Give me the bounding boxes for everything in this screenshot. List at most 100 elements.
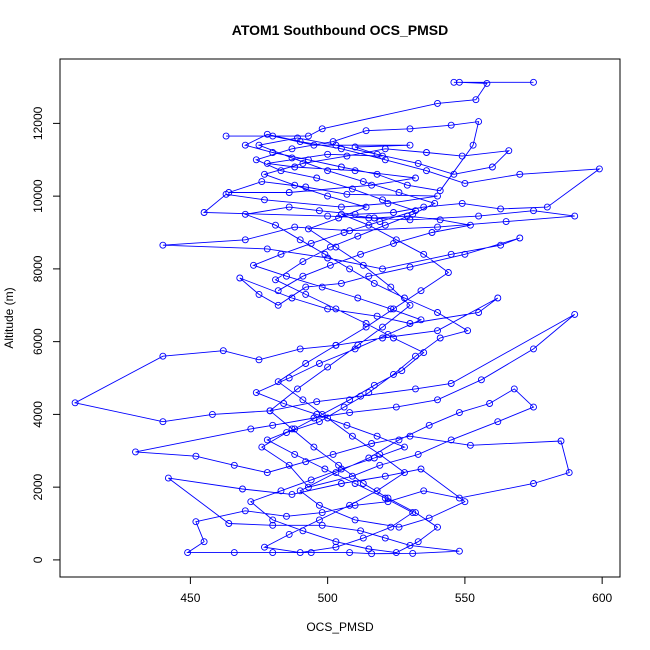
data-point (373, 487, 381, 495)
data-point (362, 323, 370, 331)
data-point (461, 179, 469, 187)
data-point (530, 403, 537, 411)
data-point (329, 450, 337, 458)
data-point (390, 334, 397, 342)
y-tick-label: 2000 (31, 473, 45, 500)
y-tick-label: 6000 (31, 328, 45, 355)
data-point (318, 410, 326, 418)
data-point (362, 320, 370, 327)
data-point (516, 170, 524, 178)
data-point (247, 498, 255, 506)
data-point (285, 203, 293, 211)
data-point (335, 461, 343, 469)
data-point (425, 421, 433, 429)
y-tick-label: 10000 (31, 179, 45, 213)
data-point (332, 141, 340, 149)
data-point (269, 549, 277, 557)
data-point (291, 450, 299, 458)
data-point (475, 309, 483, 316)
y-tick-label: 0 (31, 556, 45, 563)
data-point (387, 305, 395, 313)
data-point (381, 156, 389, 164)
data-point (384, 494, 392, 502)
data-point (359, 261, 367, 269)
data-point (497, 241, 505, 249)
x-axis-label: OCS_PMSD (306, 620, 374, 634)
data-point (326, 261, 334, 269)
data-point (269, 421, 277, 429)
data-point (263, 245, 271, 253)
data-point (326, 243, 334, 251)
data-point (565, 469, 573, 477)
data-point (272, 221, 279, 229)
data-point (310, 141, 318, 149)
data-point (288, 145, 296, 153)
data-point (406, 541, 414, 549)
data-point (302, 458, 310, 466)
data-point (530, 78, 537, 86)
data-point (434, 523, 441, 531)
data-point (406, 141, 414, 149)
data-point (434, 192, 441, 200)
data-point (370, 214, 378, 222)
data-point (351, 210, 359, 218)
data-point (304, 483, 312, 491)
data-point (434, 396, 441, 404)
data-point (420, 487, 428, 495)
data-point (348, 185, 356, 193)
data-point (192, 452, 200, 460)
data-point (357, 527, 365, 535)
data-point (266, 407, 274, 415)
data-point (516, 234, 524, 242)
data-point (494, 294, 502, 302)
data-point (384, 199, 392, 207)
data-point (379, 265, 386, 273)
data-point (488, 163, 496, 171)
data-point (296, 236, 304, 244)
data-point (321, 250, 329, 258)
data-point (274, 378, 282, 386)
data-point (373, 432, 381, 440)
data-point (434, 223, 441, 231)
data-point (359, 178, 367, 186)
data-point (310, 443, 318, 451)
data-point (307, 239, 315, 247)
data-point (381, 221, 389, 229)
data-point (365, 389, 373, 397)
data-point (299, 396, 307, 404)
data-point (277, 250, 285, 258)
data-point (263, 159, 271, 167)
data-point (277, 487, 285, 495)
data-point (351, 167, 359, 175)
data-point (398, 367, 406, 375)
data-point (395, 436, 403, 444)
data-point (423, 149, 430, 156)
data-point (332, 469, 340, 477)
data-point (351, 516, 359, 524)
data-point (571, 212, 579, 220)
data-point (423, 167, 430, 175)
data-point (434, 309, 441, 316)
data-point (324, 363, 332, 371)
data-point (288, 425, 296, 433)
data-point (291, 181, 299, 189)
data-point (258, 443, 266, 451)
data-point (294, 385, 301, 393)
data-point (420, 250, 428, 258)
data-point (288, 154, 296, 162)
data-point (414, 538, 422, 546)
data-point (497, 205, 505, 213)
data-point (362, 203, 370, 211)
data-point (475, 212, 483, 220)
data-point (444, 269, 452, 276)
data-point (417, 465, 425, 473)
data-point (302, 360, 310, 367)
data-point (200, 209, 208, 216)
data-point (324, 167, 332, 175)
data-point (236, 274, 244, 282)
data-point (373, 312, 381, 320)
data-point (502, 218, 510, 226)
data-point (412, 385, 419, 393)
data-point (354, 341, 362, 349)
y-axis: 0 2000 4000 6000 8000 10000 12000 (31, 106, 61, 563)
